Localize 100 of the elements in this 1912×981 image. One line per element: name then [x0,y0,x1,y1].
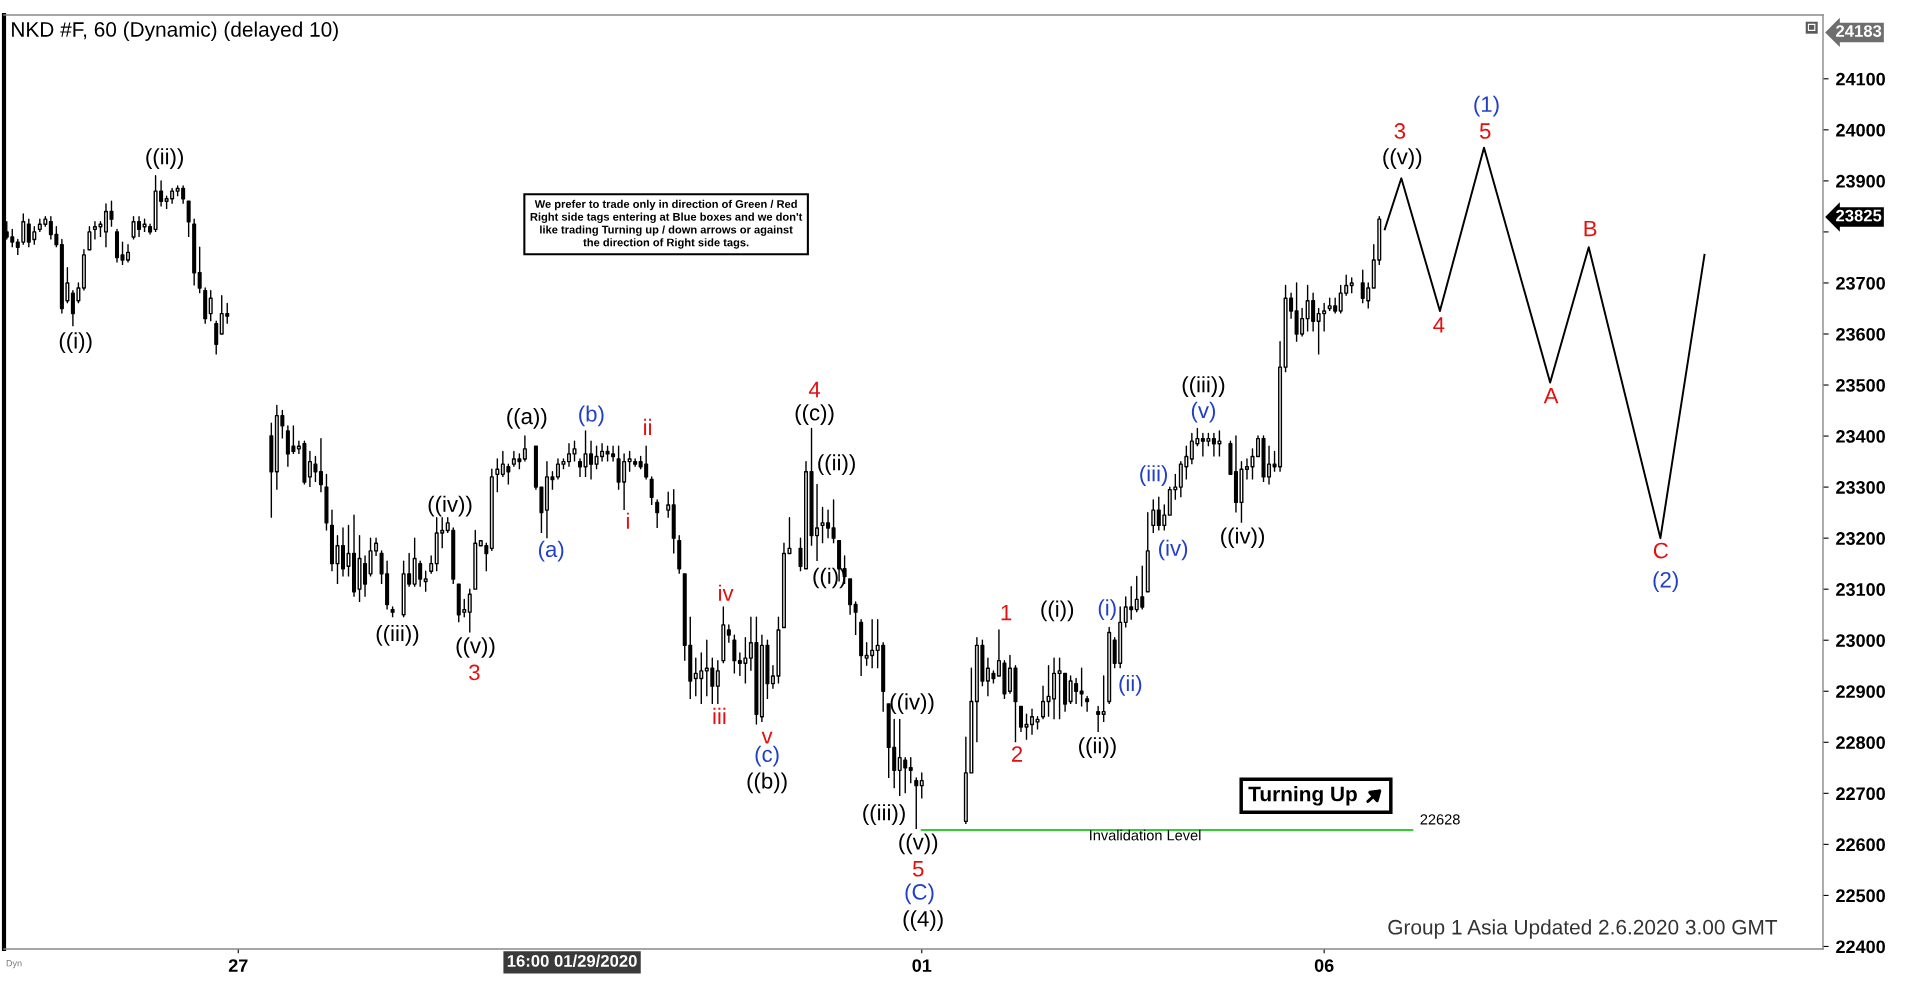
candlestick [848,578,853,616]
text: Dyn [6,960,22,969]
candlestick [495,458,500,493]
y-tick-label: 23300 [1836,481,1885,494]
annotation: 1 [1001,604,1012,621]
candlestick [655,499,660,529]
candlestick [87,226,92,251]
annotation: 5 [912,861,924,877]
candlestick [1085,695,1090,713]
y-tick-label: 24000 [1836,123,1885,137]
candlestick [853,601,858,636]
y-tick-label: 22600 [1836,838,1885,852]
annotation: (2) [1653,571,1678,593]
annotation: ((v)) [1383,148,1422,169]
candlestick [81,249,86,292]
candlestick [1349,277,1354,294]
annotation: 4 [808,381,821,398]
annotation: ((iv)) [890,693,934,714]
annotation: ((ii)) [818,454,855,475]
candlestick [859,619,864,677]
annotation: ((b)) [747,772,787,794]
annotation: ((a)) [507,407,547,429]
candlestick [726,624,731,644]
candlestick [1041,685,1046,721]
annotation: ((ii)) [1079,737,1116,758]
annotation: v [761,731,773,744]
annotation: C [1653,542,1668,559]
candlestick [390,606,395,618]
y-tick-label: 23100 [1836,583,1885,596]
annotation: 2 [1011,746,1023,762]
candlestick [649,476,654,506]
annotation: (C) [905,883,934,905]
annotation: (iv) [1159,539,1188,561]
candlestick [671,488,676,555]
candlestick [561,458,566,470]
y-tick-label: 22700 [1836,787,1885,801]
candlestick [214,320,219,356]
annotation: 3 [469,664,480,681]
x-tick-label: 06 [1314,959,1334,972]
candlestick [197,246,202,294]
annotation: ((v)) [899,833,938,855]
candlestick [473,529,478,590]
candlestick [467,588,472,634]
annotation: (1) [1474,95,1499,117]
y-tick-label: 22500 [1836,889,1885,903]
annotation: ((iv)) [1221,527,1264,549]
annotation: We prefer to trade only in direction of Green / Red Right side tags entering at Blue boxes and we don't like trading Turning up / down arrows or against the direction of Right side tags. [530,199,803,249]
candlestick [732,634,737,675]
candlestick [715,659,720,705]
annotation: ((iii)) [376,625,419,646]
annotation: B [1584,220,1597,237]
annotation: (a) [538,540,564,562]
candlestick [522,435,527,463]
text: 16:00 01/29/2020 [507,954,637,967]
candlestick [1096,705,1101,733]
y-tick-label: 22900 [1836,685,1885,698]
y-tick-label: 23900 [1836,174,1885,188]
annotation: ((i)) [59,332,92,353]
y-tick-label: 23500 [1836,378,1885,392]
y-tick-label: 23400 [1836,430,1885,443]
annotation: ((ii)) [146,148,183,169]
candlestick [1151,499,1156,534]
candlestick [423,570,428,593]
annotation: ((i)) [1041,600,1074,622]
candlestick [318,437,323,493]
candlestick [1228,440,1233,476]
y-tick-label: 23700 [1836,276,1885,290]
annotation: (iii) [1140,465,1168,486]
x-tick-label: 27 [228,959,248,972]
annotation: ((c)) [795,404,834,425]
candlestick [1145,511,1150,593]
y-tick-label: 22800 [1836,736,1885,750]
chart-title: NKD #F, 60 (Dynamic) (delayed 10) [12,21,338,41]
candlestick [1035,716,1040,731]
annotation: (b) [579,405,604,427]
annotation: A [1543,388,1559,404]
candlestick [324,473,329,532]
annotation: 4 [1433,317,1445,333]
candlestick [192,218,197,287]
candlestick [429,555,434,575]
y-tick-label: 23000 [1836,634,1885,647]
annotation: i [626,512,629,529]
annotation: ii [644,418,651,435]
annotation: ((iii)) [863,804,905,825]
annotation: (v) [1191,401,1216,423]
candlestick [203,287,208,325]
candlestick [269,422,274,519]
annotation: ((v)) [456,637,495,658]
annotation: 22628 [1420,814,1460,825]
candlestick [721,606,726,664]
candlestick [208,289,213,322]
candlestick [914,777,919,830]
annotation: (ii) [1119,674,1142,696]
candlestick [555,458,560,481]
candlestick [908,756,913,784]
annotation: ((4)) [903,910,943,932]
annotation: (i) [1098,599,1116,621]
y-tick-label: 23200 [1836,532,1885,545]
annotation: iii [713,707,726,724]
annotation: 5 [1479,123,1491,139]
